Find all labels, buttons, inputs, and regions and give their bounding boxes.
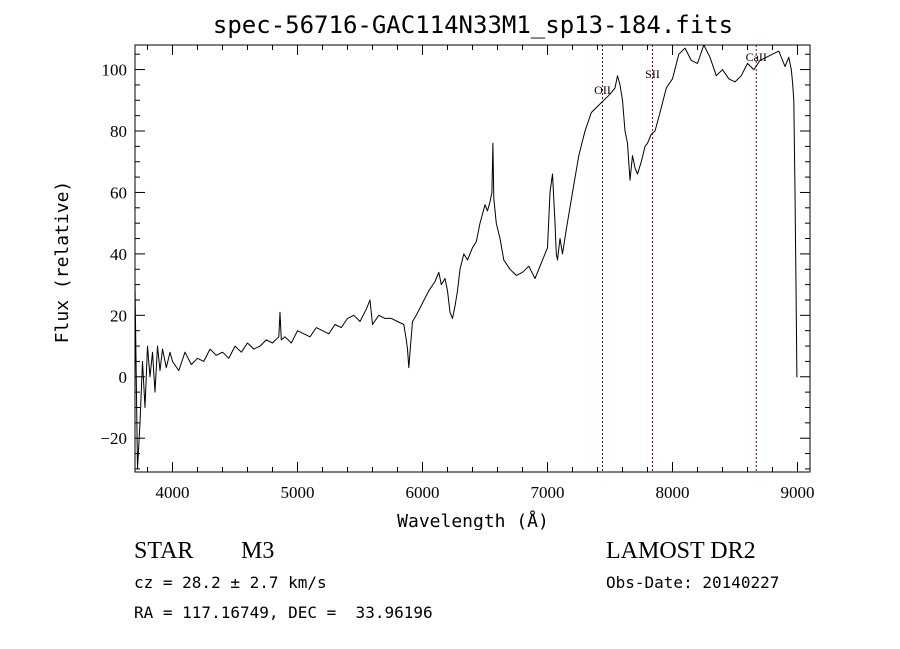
- x-tick-label: 9000: [781, 483, 815, 502]
- y-tick-label: 80: [110, 122, 127, 141]
- y-tick-label: −20: [100, 429, 127, 448]
- marker-label: OII: [594, 83, 611, 97]
- plot-frame: [134, 44, 811, 473]
- survey-label: LAMOST DR2: [606, 538, 756, 564]
- x-tick-label: 5000: [281, 483, 315, 502]
- object-type: STAR: [134, 538, 194, 564]
- marker-label: SII: [645, 67, 660, 81]
- y-tick-label: 20: [110, 306, 127, 325]
- spectral-class: M3: [241, 538, 275, 564]
- coordinates: RA = 117.16749, DEC = 33.96196: [134, 603, 433, 622]
- marker-label: CaII: [746, 50, 767, 64]
- y-axis-label: Flux (relative): [52, 181, 73, 344]
- x-tick-label: 8000: [656, 483, 690, 502]
- axis-ticks: 4000 5000 6000 7000 8000 9000 −20 0 20 40 60 80 100: [100, 45, 815, 502]
- chart-title: spec-56716-GAC114N33M1_sp13-184.fits: [213, 11, 733, 39]
- spectrum-line: [134, 44, 798, 470]
- emission-line-markers: OII SII CaII: [594, 45, 767, 472]
- x-axis-label: Wavelength (Å): [397, 510, 549, 530]
- y-tick-label: 0: [119, 368, 128, 387]
- x-tick-label: 7000: [531, 483, 565, 502]
- redshift-velocity: cz = 28.2 ± 2.7 km/s: [134, 573, 327, 592]
- observation-date: Obs-Date: 20140227: [606, 573, 780, 592]
- x-tick-label: 6000: [406, 483, 440, 502]
- spectrum-chart: spec-56716-GAC114N33M1_sp13-184.fits OII…: [52, 11, 815, 530]
- y-tick-label: 60: [110, 183, 127, 202]
- x-tick-label: 4000: [156, 483, 190, 502]
- y-tick-label: 40: [110, 245, 127, 264]
- y-tick-label: 100: [102, 61, 128, 80]
